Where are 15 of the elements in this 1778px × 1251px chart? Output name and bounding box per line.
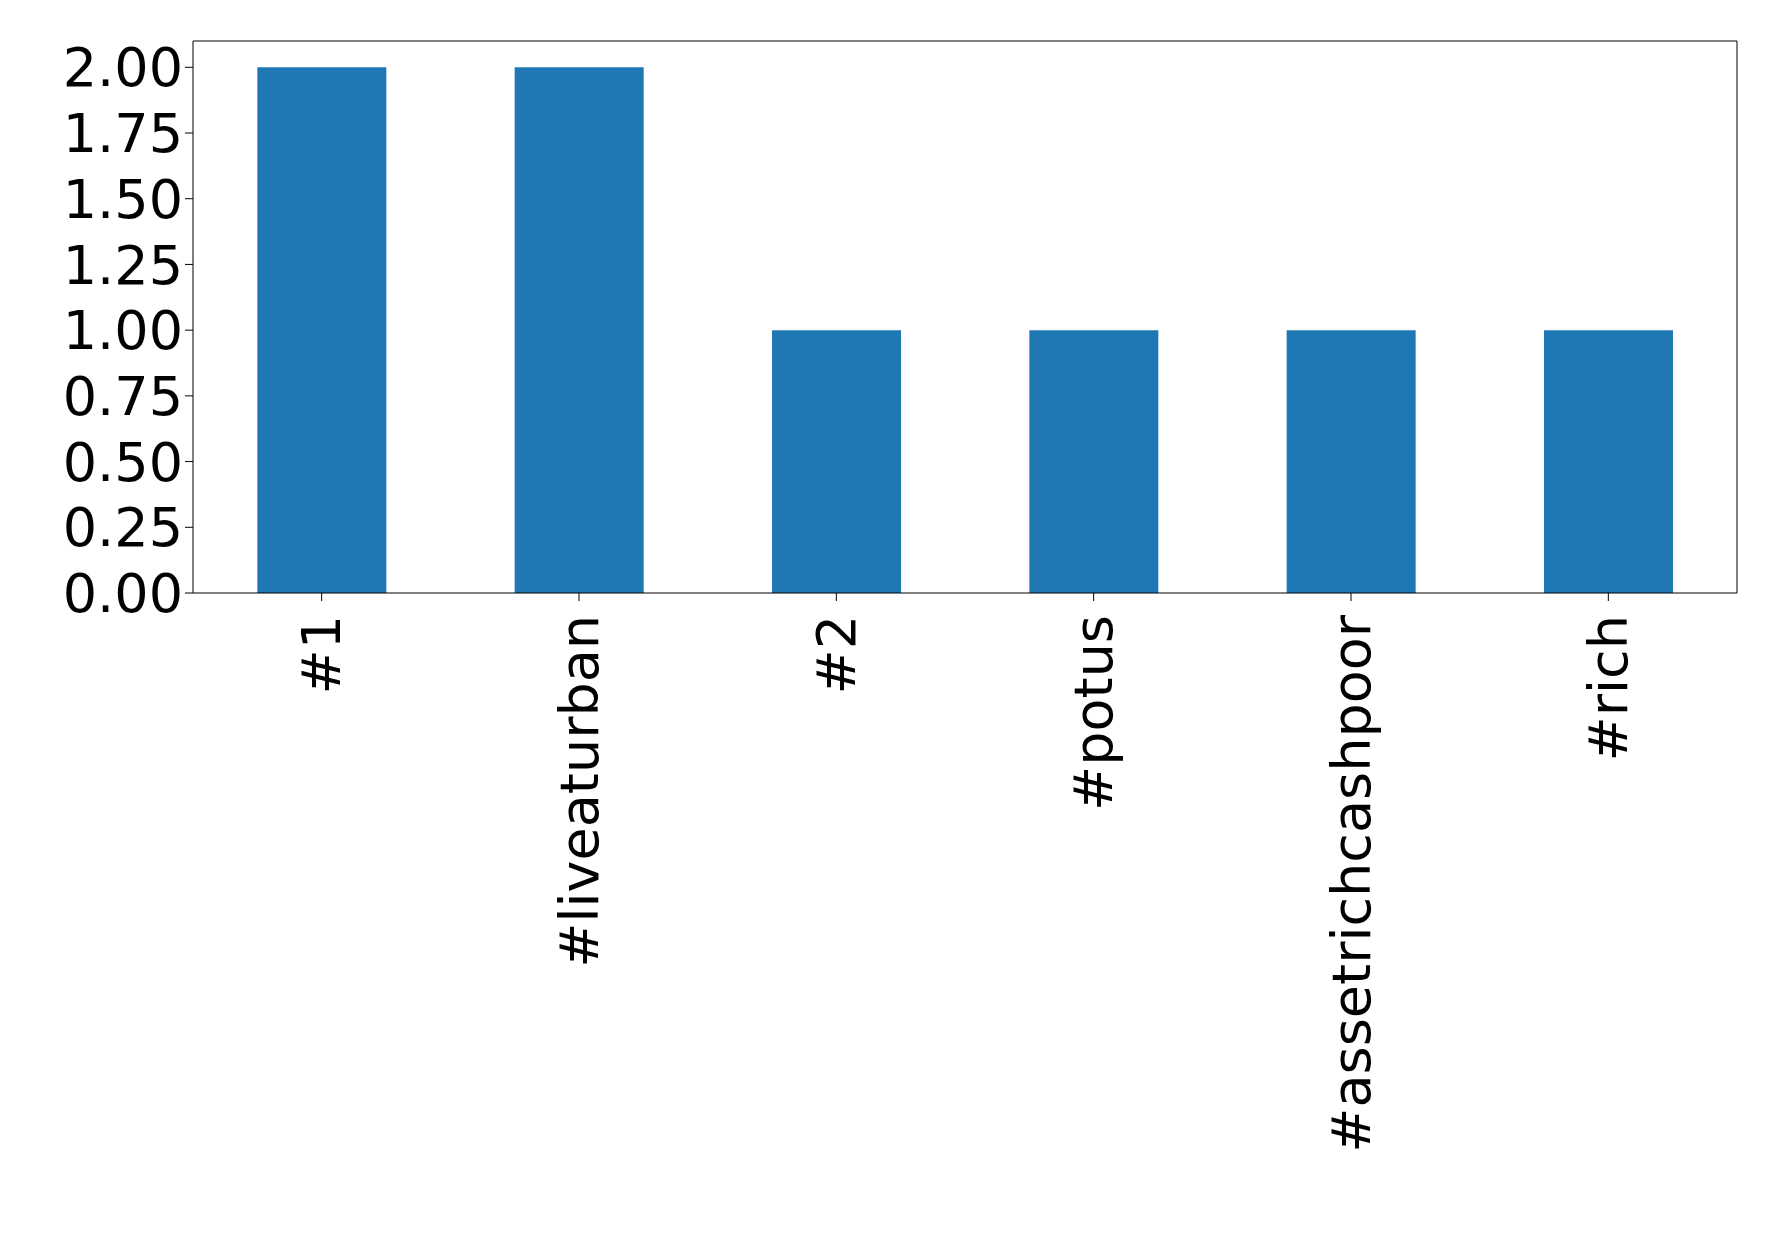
x-tick-label: #potus xyxy=(1062,615,1126,812)
y-tick-label: 0.50 xyxy=(62,430,183,494)
y-tick-label: 1.00 xyxy=(62,299,183,363)
y-tick-label: 1.50 xyxy=(62,167,183,231)
y-tick-label: 2.00 xyxy=(62,36,183,100)
y-tick-label: 0.25 xyxy=(62,496,183,560)
y-tick-label: 1.25 xyxy=(62,233,183,297)
y-tick-label: 0.75 xyxy=(62,365,183,429)
x-tick-label: #1 xyxy=(290,615,354,695)
x-tick-label: #assetrichcashpoor xyxy=(1319,614,1383,1153)
x-tick-label: #liveaturban xyxy=(547,615,611,968)
y-tick-label: 0.00 xyxy=(62,562,183,626)
y-tick-label: 1.75 xyxy=(62,102,183,166)
x-tick-label: #rich xyxy=(1576,615,1640,762)
x-tick-label: #2 xyxy=(804,615,868,695)
